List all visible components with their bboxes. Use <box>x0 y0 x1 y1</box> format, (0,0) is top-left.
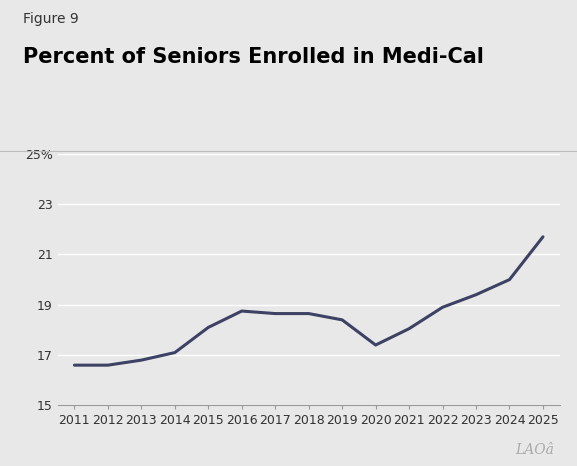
Text: Percent of Seniors Enrolled in Medi-Cal: Percent of Seniors Enrolled in Medi-Cal <box>23 47 484 67</box>
Text: LAOâ: LAOâ <box>515 443 554 457</box>
Text: Figure 9: Figure 9 <box>23 12 79 26</box>
